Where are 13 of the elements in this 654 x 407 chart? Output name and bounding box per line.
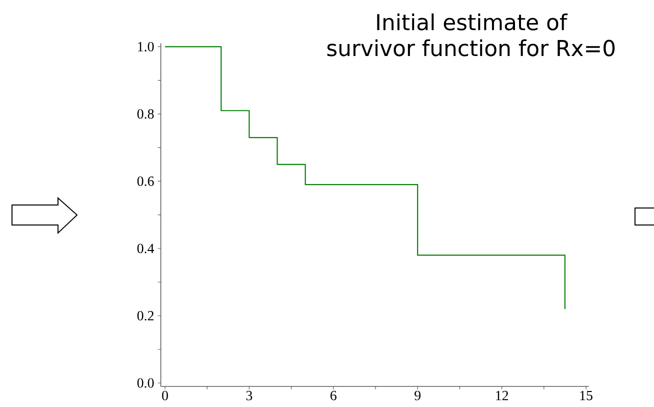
x-tick-label: 3: [246, 390, 252, 400]
y-tick-label: 0.8: [137, 109, 154, 119]
y-tick-label: 0.2: [137, 311, 154, 320]
y-tick-label: 0.4: [137, 244, 154, 254]
x-tick-label: 15: [580, 390, 592, 400]
y-tick-label: 0.0: [137, 378, 154, 388]
x-tick-label: 12: [496, 390, 508, 400]
x-tick-label: 6: [330, 390, 336, 400]
y-tick-label: 1.0: [138, 42, 154, 52]
x-tick-label: 0: [162, 390, 168, 400]
y-tick-label: 0.6: [137, 176, 154, 186]
chart-title: Initial estimate of survivor function for Rx=0: [327, 13, 615, 56]
x-tick-label: 9: [414, 390, 421, 400]
